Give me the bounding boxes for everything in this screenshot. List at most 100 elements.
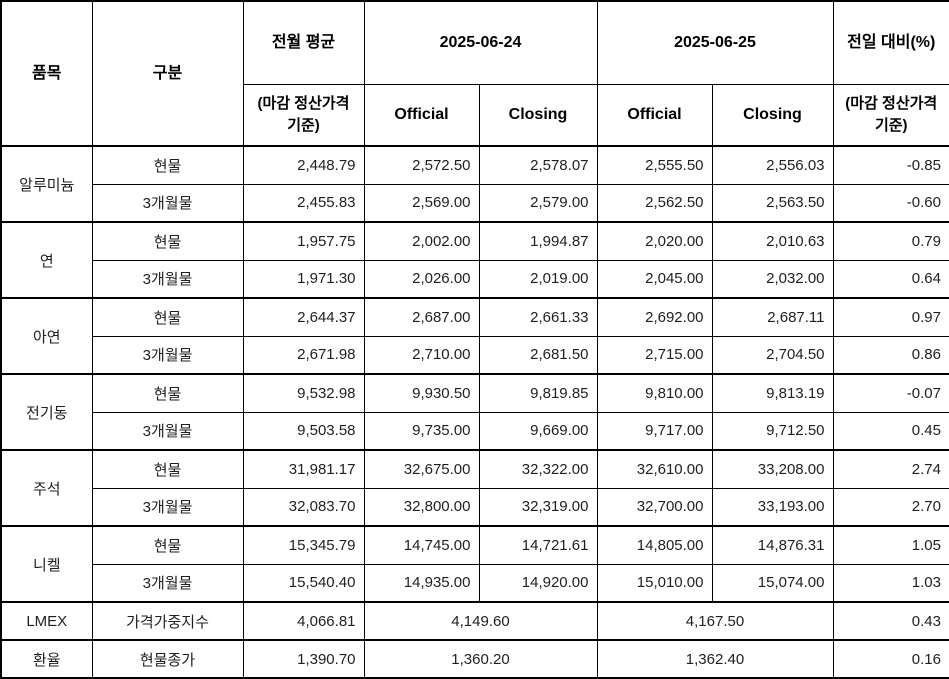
d2-closing-cell: 2,032.00 [711,259,834,299]
table-header: 품목 구분 전월 평균 2025-06-24 2025-06-25 전일 대비(… [0,0,949,147]
change-cell: 1.05 [832,525,949,565]
item-cell-copper: 전기동 [0,373,93,451]
d1-closing-cell: 2,578.07 [478,145,598,185]
d1-official-cell: 2,687.00 [363,297,480,337]
change-cell: -0.07 [832,373,949,413]
prev-avg-cell: 2,671.98 [242,335,365,375]
col-header-closing-date1: Closing [478,83,598,147]
item-cell-lead: 연 [0,221,93,299]
prev-avg-cell: 1,957.75 [242,221,365,261]
table-row: 니켈 현물 15,345.79 14,745.00 14,721.61 14,8… [0,525,949,603]
prev-avg-cell: 15,540.40 [242,563,365,603]
d1-official-cell: 32,675.00 [363,449,480,489]
table-row: 연 현물 1,957.75 2,002.00 1,994.87 2,020.00… [0,221,949,299]
item-cell-exchange-rate: 환율 [0,639,93,679]
d2-closing-cell: 2,563.50 [711,183,834,223]
d1-closing-cell: 9,819.85 [478,373,598,413]
d1-official-cell: 9,735.00 [363,411,480,451]
category-cell: 3개월물 [91,487,244,527]
prev-avg-cell: 9,503.58 [242,411,365,451]
change-cell: 0.43 [832,601,949,641]
d1-closing-cell: 32,322.00 [478,449,598,489]
category-cell: 현물 [91,373,244,413]
table-row: 3개월물 9,503.58 9,735.00 9,669.00 9,717.00… [1,411,949,451]
item-cell-tin: 주석 [0,449,93,527]
prev-avg-cell: 32,083.70 [242,487,365,527]
category-cell: 3개월물 [91,259,244,299]
d2-closing-cell: 33,193.00 [711,487,834,527]
table-row: 아연 현물 2,644.37 2,687.00 2,661.33 2,692.0… [0,297,949,375]
d2-closing-cell: 2,556.03 [711,145,834,185]
category-cell: 현물 [91,297,244,337]
table-row-exchange-rate: 환율 현물종가 1,390.70 1,360.20 1,362.40 0.16 [0,639,949,679]
d2-closing-cell: 14,876.31 [711,525,834,565]
prev-avg-cell: 4,066.81 [242,601,365,641]
change-cell: 0.16 [832,639,949,679]
d2-official-cell: 2,692.00 [596,297,713,337]
category-cell: 현물 [91,145,244,185]
col-header-change: 전일 대비(%) [832,0,949,85]
d2-closing-cell: 2,010.63 [711,221,834,261]
d1-merged-cell: 4,149.60 [363,601,598,641]
change-cell: 0.97 [832,297,949,337]
item-cell-nickel: 니켈 [0,525,93,603]
category-cell: 3개월물 [91,335,244,375]
table-row: 전기동 현물 9,532.98 9,930.50 9,819.85 9,810.… [0,373,949,451]
col-header-category: 구분 [91,0,244,147]
d2-official-cell: 15,010.00 [596,563,713,603]
d1-closing-cell: 2,579.00 [478,183,598,223]
d1-closing-cell: 1,994.87 [478,221,598,261]
d1-official-cell: 14,745.00 [363,525,480,565]
col-header-change-note: (마감 정산가격 기준) [832,83,949,147]
change-cell: 0.45 [832,411,949,451]
d2-official-cell: 32,610.00 [596,449,713,489]
d2-closing-cell: 15,074.00 [711,563,834,603]
category-cell: 3개월물 [91,563,244,603]
change-cell: 2.74 [832,449,949,489]
d2-closing-cell: 2,687.11 [711,297,834,337]
table-row: 3개월물 1,971.30 2,026.00 2,019.00 2,045.00… [1,259,949,299]
d1-official-cell: 32,800.00 [363,487,480,527]
d2-merged-cell: 1,362.40 [596,639,834,679]
d2-closing-cell: 2,704.50 [711,335,834,375]
d2-official-cell: 2,555.50 [596,145,713,185]
category-cell: 3개월물 [91,411,244,451]
change-cell: 0.64 [832,259,949,299]
col-header-date-1: 2025-06-24 [363,0,598,85]
d1-official-cell: 14,935.00 [363,563,480,603]
change-cell: 2.70 [832,487,949,527]
d2-closing-cell: 9,712.50 [711,411,834,451]
prev-avg-cell: 9,532.98 [242,373,365,413]
d2-official-cell: 2,020.00 [596,221,713,261]
d2-closing-cell: 33,208.00 [711,449,834,489]
category-cell: 3개월물 [91,183,244,223]
table-row-lmex: LMEX 가격가중지수 4,066.81 4,149.60 4,167.50 0… [0,601,949,641]
d2-official-cell: 14,805.00 [596,525,713,565]
d1-closing-cell: 32,319.00 [478,487,598,527]
item-cell-zinc: 아연 [0,297,93,375]
prev-avg-cell: 2,644.37 [242,297,365,337]
d1-closing-cell: 14,721.61 [478,525,598,565]
d1-closing-cell: 9,669.00 [478,411,598,451]
category-cell: 현물종가 [91,639,244,679]
d2-official-cell: 2,045.00 [596,259,713,299]
d1-closing-cell: 14,920.00 [478,563,598,603]
table-row: 알루미늄 현물 2,448.79 2,572.50 2,578.07 2,555… [0,145,949,223]
col-header-prev-avg: 전월 평균 [242,0,365,85]
category-cell: 현물 [91,221,244,261]
category-cell: 현물 [91,449,244,489]
col-header-prev-avg-note: (마감 정산가격 기준) [242,83,365,147]
table-row: 3개월물 2,455.83 2,569.00 2,579.00 2,562.50… [1,183,949,223]
prev-avg-cell: 2,455.83 [242,183,365,223]
d1-official-cell: 2,710.00 [363,335,480,375]
prev-avg-cell: 1,390.70 [242,639,365,679]
table-row: 3개월물 15,540.40 14,935.00 14,920.00 15,01… [1,563,949,603]
change-cell: -0.85 [832,145,949,185]
prev-avg-cell: 1,971.30 [242,259,365,299]
d2-closing-cell: 9,813.19 [711,373,834,413]
table-row: 3개월물 32,083.70 32,800.00 32,319.00 32,70… [1,487,949,527]
d2-official-cell: 2,562.50 [596,183,713,223]
prev-avg-cell: 15,345.79 [242,525,365,565]
col-header-item: 품목 [0,0,93,147]
